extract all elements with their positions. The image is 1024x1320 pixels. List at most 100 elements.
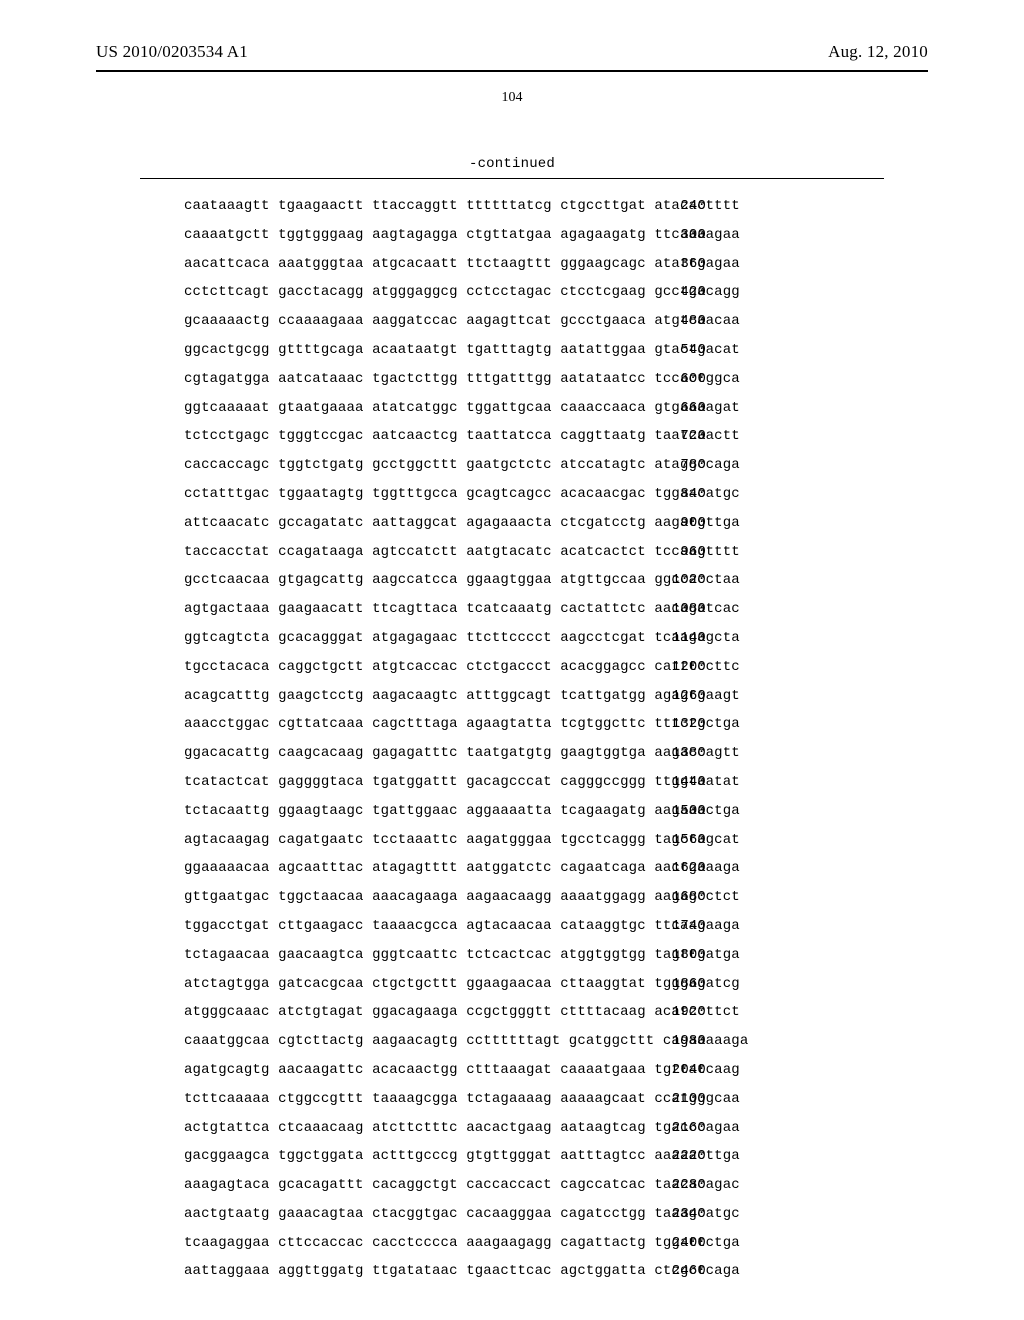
sequence-bases: atgggcaaac atctgtagat ggacagaaga ccgctgg… [184,998,656,1027]
sequence-bases: caaaatgctt tggtgggaag aagtagagga ctgttat… [184,221,656,250]
sequence-position: 1680 [656,883,706,912]
sequence-position: 360 [656,250,706,279]
sequence-bases: aattaggaaa aggttggatg ttgatataac tgaactt… [184,1257,656,1286]
sequence-position: 1920 [656,998,706,1027]
sequence-position: 2400 [656,1229,706,1258]
sequence-bases: ggacacattg caagcacaag gagagatttc taatgat… [184,739,656,768]
sequence-row: atgggcaaac atctgtagat ggacagaaga ccgctgg… [184,998,706,1027]
sequence-bases: cctatttgac tggaatagtg tggtttgcca gcagtca… [184,480,656,509]
sequence-row: aacattcaca aaatgggtaa atgcacaatt ttctaag… [184,250,706,279]
sequence-row: aaacctggac cgttatcaaa cagctttaga agaagta… [184,710,706,739]
sequence-row: tgcctacaca caggctgctt atgtcaccac ctctgac… [184,653,706,682]
sequence-row: ggaaaaacaa agcaatttac atagagtttt aatggat… [184,854,706,883]
sequence-position: 1320 [656,710,706,739]
sequence-position: 540 [656,336,706,365]
sequence-bases: gacggaagca tggctggata actttgcccg gtgttgg… [184,1142,656,1171]
sequence-bases: aactgtaatg gaaacagtaa ctacggtgac cacaagg… [184,1200,656,1229]
sequence-bases: actgtattca ctcaaacaag atcttctttc aacactg… [184,1114,656,1143]
sequence-row: tcaagaggaa cttccaccac cacctcccca aaagaag… [184,1229,706,1258]
sequence-bases: cctcttcagt gacctacagg atgggaggcg cctccta… [184,278,656,307]
sequence-bases: tggacctgat cttgaagacc taaaacgcca agtacaa… [184,912,656,941]
sequence-row: gcctcaacaa gtgagcattg aagccatcca ggaagtg… [184,566,706,595]
sequence-bases: caaatggcaa cgtcttactg aagaacagtg ccttttt… [184,1027,656,1056]
sequence-bases: agtgactaaa gaagaacatt ttcagttaca tcatcaa… [184,595,656,624]
sequence-position: 1140 [656,624,706,653]
sequence-row: tggacctgat cttgaagacc taaaacgcca agtacaa… [184,912,706,941]
sequence-bases: tcatactcat gaggggtaca tgatggattt gacagcc… [184,768,656,797]
section-rule [140,178,884,179]
sequence-bases: taccacctat ccagataaga agtccatctt aatgtac… [184,538,656,567]
page-header: US 2010/0203534 A1 Aug. 12, 2010 [0,42,1024,72]
sequence-position: 480 [656,307,706,336]
continued-label: -continued [0,156,1024,172]
publication-id: US 2010/0203534 A1 [96,42,248,62]
sequence-position: 1560 [656,826,706,855]
sequence-row: cgtagatgga aatcataaac tgactcttgg tttgatt… [184,365,706,394]
sequence-position: 1080 [656,595,706,624]
sequence-row: gcaaaaactg ccaaaagaaa aaggatccac aagagtt… [184,307,706,336]
sequence-row: caataaagtt tgaagaactt ttaccaggtt tttttta… [184,192,706,221]
sequence-bases: gcctcaacaa gtgagcattg aagccatcca ggaagtg… [184,566,656,595]
sequence-row: ggacacattg caagcacaag gagagatttc taatgat… [184,739,706,768]
sequence-position: 300 [656,221,706,250]
sequence-position: 2340 [656,1200,706,1229]
sequence-position: 2280 [656,1171,706,1200]
sequence-position: 420 [656,278,706,307]
header-rule [96,70,928,72]
sequence-row: ggtcagtcta gcacagggat atgagagaac ttcttcc… [184,624,706,653]
sequence-bases: caataaagtt tgaagaactt ttaccaggtt tttttta… [184,192,656,221]
sequence-row: agatgcagtg aacaagattc acacaactgg ctttaaa… [184,1056,706,1085]
sequence-row: agtacaagag cagatgaatc tcctaaattc aagatgg… [184,826,706,855]
sequence-row: caaaatgctt tggtgggaag aagtagagga ctgttat… [184,221,706,250]
sequence-position: 2460 [656,1257,706,1286]
sequence-position: 1620 [656,854,706,883]
sequence-position: 2100 [656,1085,706,1114]
sequence-bases: aaacctggac cgttatcaaa cagctttaga agaagta… [184,710,656,739]
sequence-row: gttgaatgac tggctaacaa aaacagaaga aagaaca… [184,883,706,912]
sequence-bases: gttgaatgac tggctaacaa aaacagaaga aagaaca… [184,883,656,912]
sequence-bases: aaagagtaca gcacagattt cacaggctgt caccacc… [184,1171,656,1200]
sequence-position: 1380 [656,739,706,768]
sequence-position: 1260 [656,682,706,711]
sequence-row: agtgactaaa gaagaacatt ttcagttaca tcatcaa… [184,595,706,624]
sequence-bases: aacattcaca aaatgggtaa atgcacaatt ttctaag… [184,250,656,279]
sequence-row: ggtcaaaaat gtaatgaaaa atatcatggc tggattg… [184,394,706,423]
sequence-position: 1200 [656,653,706,682]
publication-date: Aug. 12, 2010 [828,42,928,62]
sequence-bases: caccaccagc tggtctgatg gcctggcttt gaatgct… [184,451,656,480]
sequence-row: tcatactcat gaggggtaca tgatggattt gacagcc… [184,768,706,797]
sequence-row: aaagagtaca gcacagattt cacaggctgt caccacc… [184,1171,706,1200]
sequence-bases: tctacaattg ggaagtaagc tgattggaac aggaaaa… [184,797,656,826]
sequence-position: 1020 [656,566,706,595]
sequence-bases: tgcctacaca caggctgctt atgtcaccac ctctgac… [184,653,656,682]
sequence-row: tcttcaaaaa ctggccgttt taaaagcgga tctagaa… [184,1085,706,1114]
sequence-bases: ggcactgcgg gttttgcaga acaataatgt tgattta… [184,336,656,365]
sequence-position: 2220 [656,1142,706,1171]
sequence-bases: cgtagatgga aatcataaac tgactcttgg tttgatt… [184,365,656,394]
sequence-row: caaatggcaa cgtcttactg aagaacagtg ccttttt… [184,1027,706,1056]
page-number: 104 [0,90,1024,106]
sequence-position: 1800 [656,941,706,970]
sequence-row: attcaacatc gccagatatc aattaggcat agagaaa… [184,509,706,538]
sequence-position: 660 [656,394,706,423]
sequence-position: 2160 [656,1114,706,1143]
sequence-row: cctcttcagt gacctacagg atgggaggcg cctccta… [184,278,706,307]
sequence-bases: acagcatttg gaagctcctg aagacaagtc atttggc… [184,682,656,711]
sequence-position: 1440 [656,768,706,797]
sequence-position: 840 [656,480,706,509]
sequence-row: atctagtgga gatcacgcaa ctgctgcttt ggaagaa… [184,970,706,999]
sequence-row: gacggaagca tggctggata actttgcccg gtgttgg… [184,1142,706,1171]
sequence-position: 780 [656,451,706,480]
page-container: US 2010/0203534 A1 Aug. 12, 2010 104 -co… [0,0,1024,1320]
sequence-bases: agtacaagag cagatgaatc tcctaaattc aagatgg… [184,826,656,855]
sequence-bases: tctcctgagc tgggtccgac aatcaactcg taattat… [184,422,656,451]
sequence-bases: tctagaacaa gaacaagtca gggtcaattc tctcact… [184,941,656,970]
sequence-position: 960 [656,538,706,567]
sequence-row: ggcactgcgg gttttgcaga acaataatgt tgattta… [184,336,706,365]
sequence-bases: atctagtgga gatcacgcaa ctgctgcttt ggaagaa… [184,970,656,999]
sequence-bases: gcaaaaactg ccaaaagaaa aaggatccac aagagtt… [184,307,656,336]
sequence-position: 720 [656,422,706,451]
sequence-row: cctatttgac tggaatagtg tggtttgcca gcagtca… [184,480,706,509]
sequence-bases: ggtcagtcta gcacagggat atgagagaac ttcttcc… [184,624,656,653]
sequence-row: tctacaattg ggaagtaagc tgattggaac aggaaaa… [184,797,706,826]
